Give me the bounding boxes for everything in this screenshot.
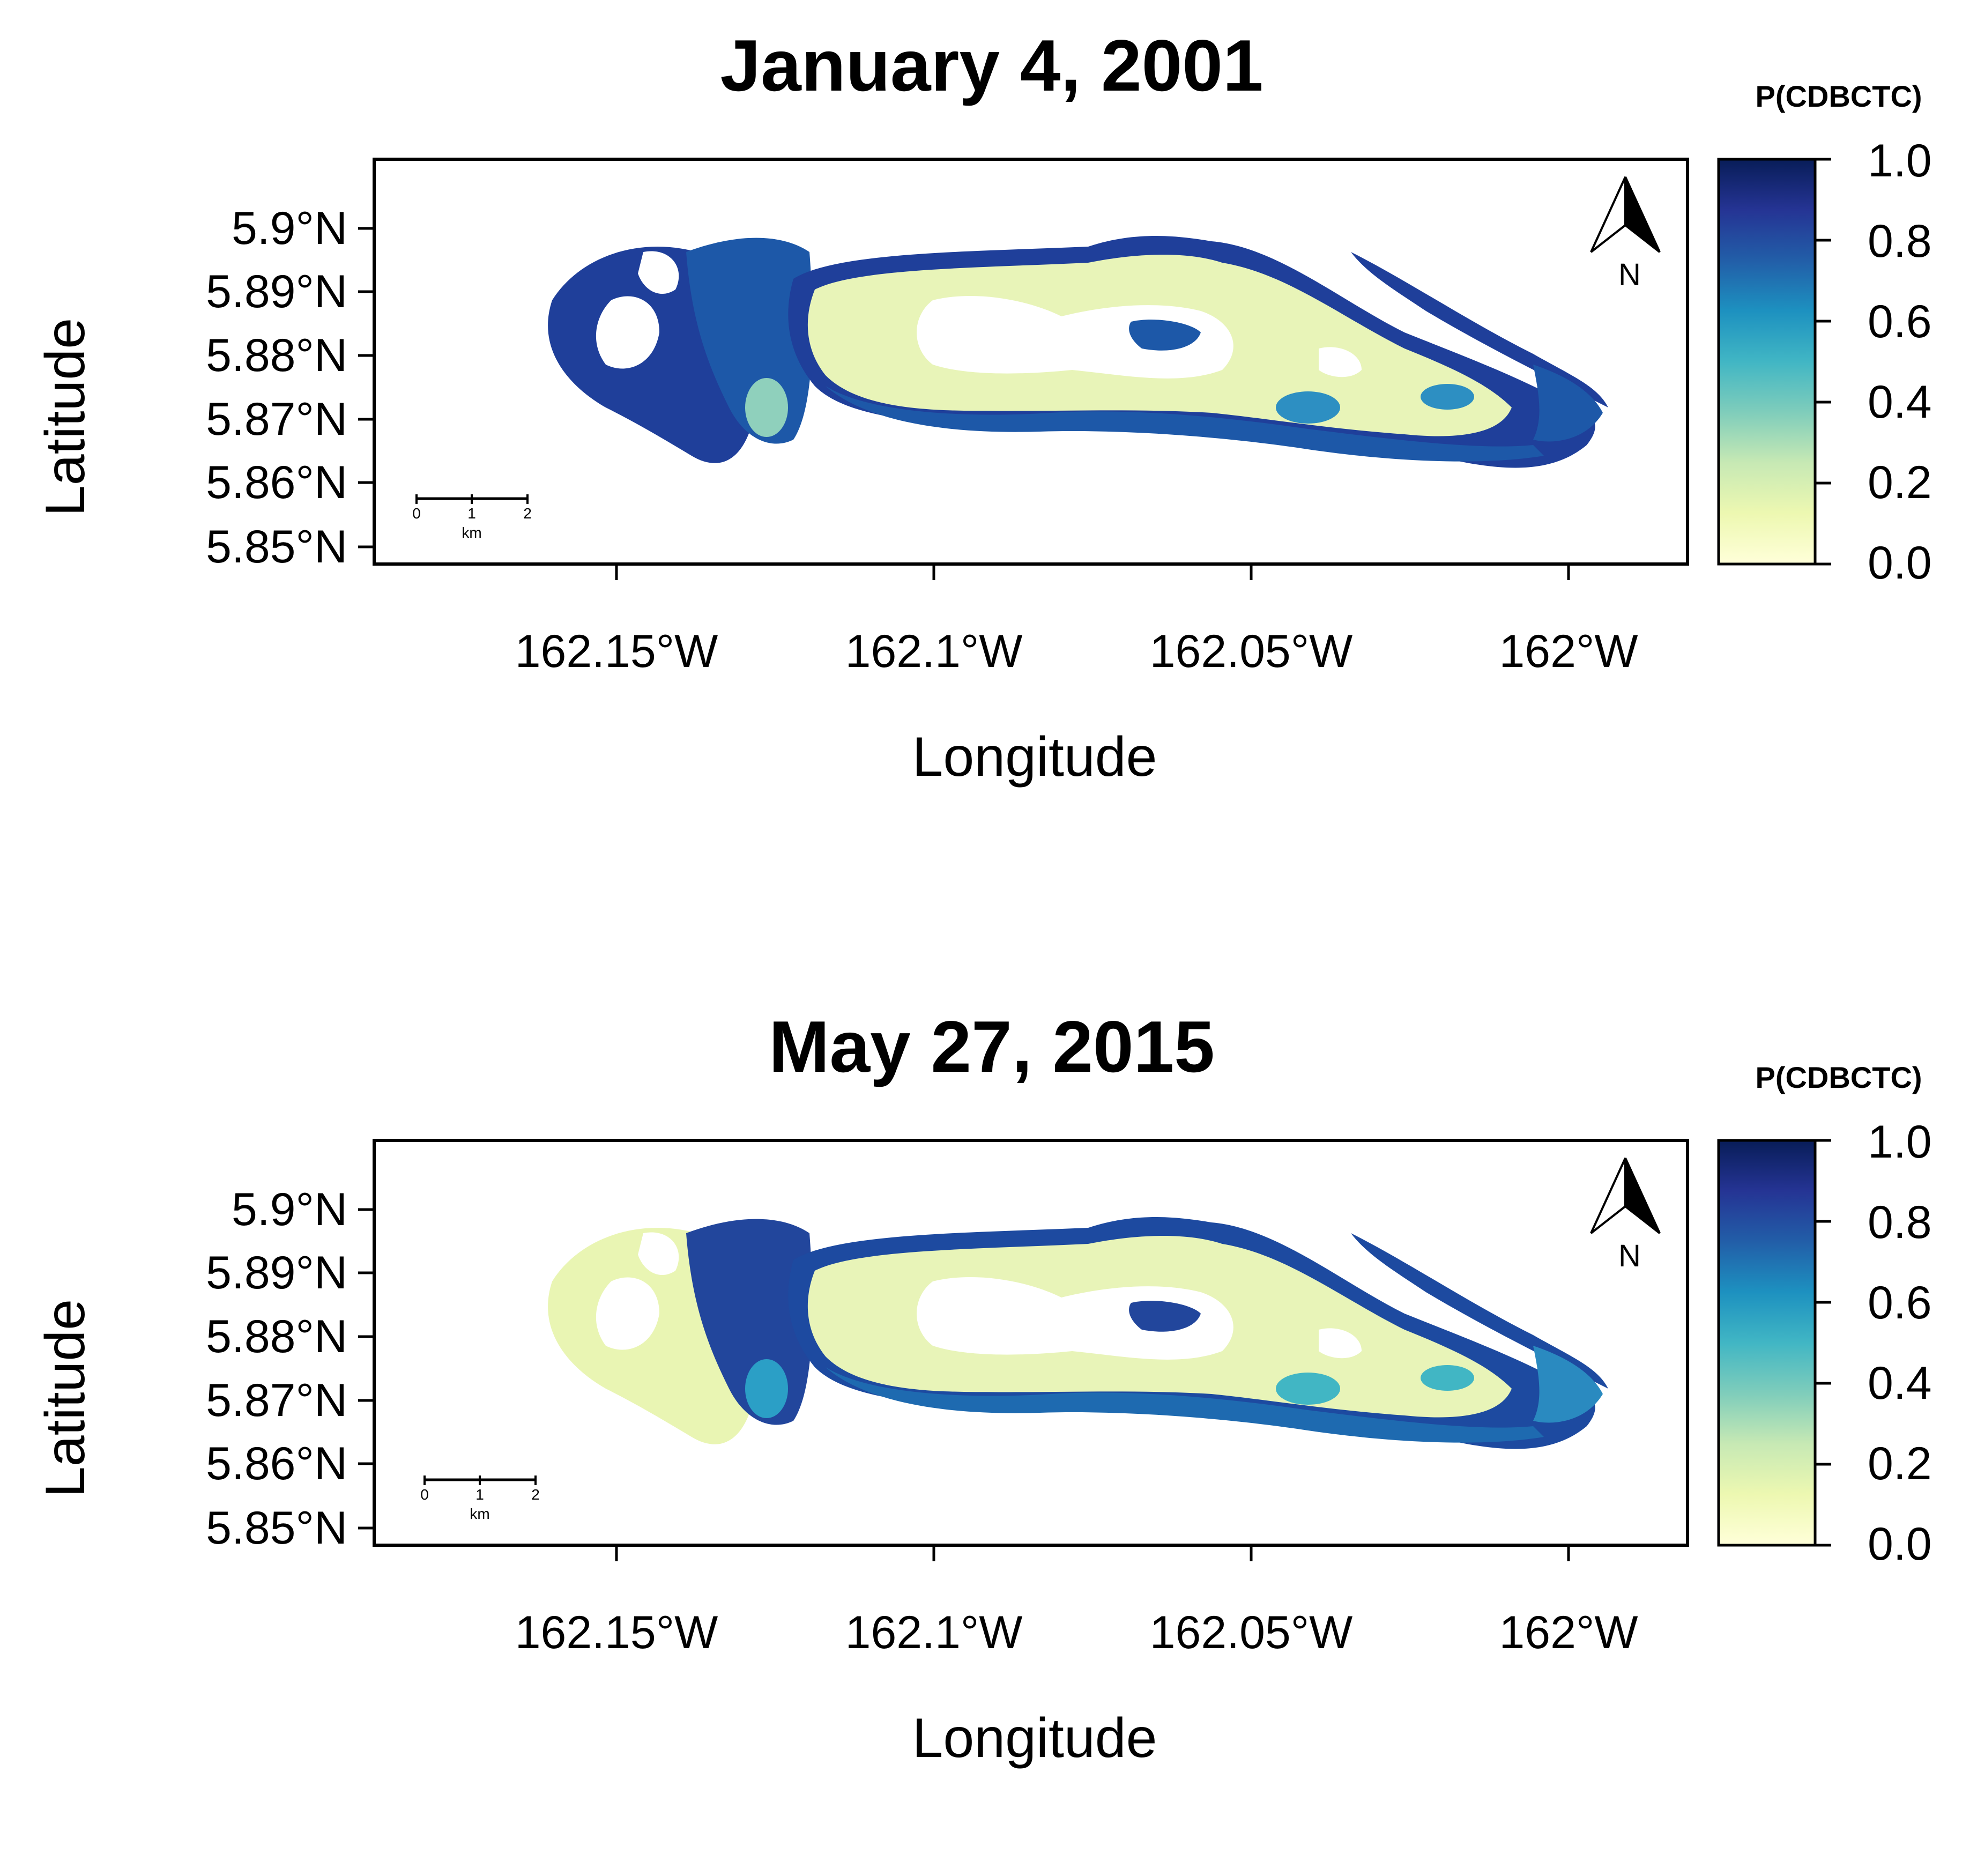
- colorbar-tick-label: 0.0: [1868, 1518, 1932, 1570]
- y-tick-label: 5.89°N: [206, 266, 347, 317]
- y-tick-label: 5.87°N: [206, 394, 347, 445]
- islet: [596, 296, 659, 369]
- colorbar-tick-label: 0.8: [1868, 216, 1932, 267]
- x-tick-label: 162°W: [1499, 1607, 1638, 1658]
- y-tick-label: 5.88°N: [206, 330, 347, 381]
- interior-dark-patch: [1129, 1301, 1201, 1332]
- x-tick-label: 162°W: [1499, 626, 1638, 677]
- panel-title: January 4, 2001: [720, 25, 1264, 106]
- plot-area: [358, 1139, 1831, 1561]
- east-patch: [1421, 1365, 1474, 1391]
- map-panel-2001: January 4, 2001 Latitude Longitude 5.9°N…: [0, 0, 1977, 895]
- plot-area: [358, 158, 1831, 580]
- x-axis-label: Longitude: [912, 726, 1157, 788]
- y-tick-label: 5.85°N: [206, 521, 347, 573]
- scale-bar-label: 1: [475, 1486, 484, 1503]
- y-tick-label: 5.88°N: [206, 1311, 347, 1362]
- x-tick-label: 162.05°W: [1149, 626, 1353, 677]
- west-patch: [745, 378, 788, 437]
- y-tick-label: 5.89°N: [206, 1247, 347, 1299]
- west-patch: [745, 1359, 788, 1418]
- y-tick-label: 5.9°N: [231, 203, 347, 254]
- scale-bar-label: 0: [412, 505, 421, 522]
- east-patch: [1276, 391, 1340, 424]
- atoll-map: [548, 1217, 1608, 1449]
- scale-bar-label: 2: [531, 1486, 540, 1503]
- y-tick-label: 5.86°N: [206, 1438, 347, 1489]
- east-reef-tip: [1533, 1346, 1603, 1423]
- plot-frame: [373, 158, 1689, 566]
- south-rim: [826, 386, 1544, 462]
- colorbar-tick-label: 1.0: [1868, 135, 1932, 187]
- colorbar-tick-label: 0.4: [1868, 1358, 1932, 1409]
- colorbar-tick-label: 0.0: [1868, 537, 1932, 589]
- x-tick-label: 162.15°W: [515, 626, 718, 677]
- colorbar-tick-label: 0.2: [1868, 1438, 1932, 1489]
- scale-bar-label: 1: [467, 505, 476, 522]
- islet: [1319, 1328, 1362, 1359]
- compass-arrow-dark: [1624, 176, 1661, 253]
- colorbar-tick-label: 0.4: [1868, 376, 1932, 428]
- panel-title: May 27, 2015: [769, 1006, 1215, 1087]
- map-panel-2015: May 27, 2015 Latitude Longitude 5.9°N 5.…: [0, 981, 1977, 1876]
- scale-bar-label: 2: [523, 505, 532, 522]
- y-tick-label: 5.87°N: [206, 1375, 347, 1426]
- central-islands: [917, 295, 1233, 379]
- colorbar-tick-label: 0.6: [1868, 296, 1932, 347]
- compass-arrow-dark: [1624, 1158, 1661, 1234]
- interior-dark-patch: [1129, 320, 1201, 351]
- colorbar-tick-label: 0.6: [1868, 1277, 1932, 1329]
- colorbar-tick-label: 0.8: [1868, 1197, 1932, 1248]
- plot-frame: [373, 1139, 1689, 1547]
- x-tick-label: 162.15°W: [515, 1607, 718, 1658]
- colorbar-tick-label: 0.2: [1868, 457, 1932, 508]
- islet: [1319, 347, 1362, 377]
- compass-label: N: [1618, 1239, 1641, 1273]
- islet: [596, 1277, 659, 1350]
- x-axis-label: Longitude: [912, 1707, 1157, 1769]
- compass-icon: [1590, 176, 1626, 253]
- colorbar: [1717, 158, 1817, 566]
- islet: [638, 1232, 679, 1276]
- south-rim: [826, 1367, 1544, 1443]
- scale-bar-label: 0: [420, 1486, 429, 1503]
- east-patch: [1276, 1373, 1340, 1405]
- scale-bar-unit: km: [470, 1506, 490, 1522]
- x-tick-label: 162.1°W: [845, 1607, 1023, 1658]
- y-axis-label: Latitude: [34, 317, 96, 517]
- y-tick-label: 5.9°N: [231, 1184, 347, 1235]
- atoll-map: [548, 236, 1608, 468]
- east-patch: [1421, 384, 1474, 410]
- x-tick-label: 162.1°W: [845, 626, 1023, 677]
- x-tick-label: 162.05°W: [1149, 1607, 1353, 1658]
- colorbar-tick-label: 1.0: [1868, 1116, 1932, 1168]
- islet: [638, 251, 679, 294]
- colorbar-title: P(CDBCTC): [1755, 79, 1922, 113]
- compass-label: N: [1618, 257, 1641, 292]
- east-reef-tip: [1533, 365, 1603, 442]
- colorbar: [1717, 1139, 1817, 1547]
- scale-bar-unit: km: [462, 524, 482, 541]
- y-tick-label: 5.86°N: [206, 457, 347, 508]
- central-islands: [917, 1277, 1233, 1360]
- y-tick-label: 5.85°N: [206, 1502, 347, 1554]
- colorbar-title: P(CDBCTC): [1755, 1061, 1922, 1094]
- y-axis-label: Latitude: [34, 1299, 96, 1498]
- compass-icon: [1590, 1158, 1626, 1234]
